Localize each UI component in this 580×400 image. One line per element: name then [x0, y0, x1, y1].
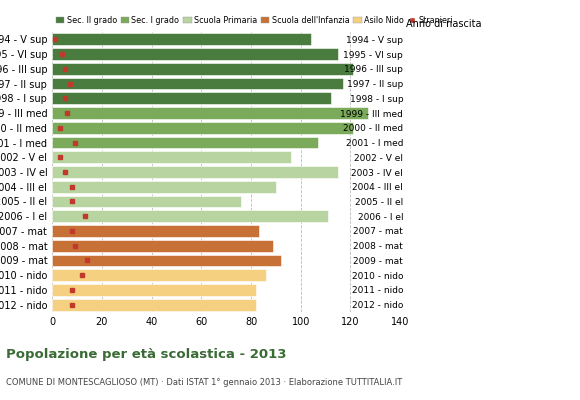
Bar — [52, 284, 256, 296]
Bar — [52, 151, 291, 163]
Text: Anno di nascita: Anno di nascita — [406, 19, 481, 29]
Bar — [52, 240, 273, 252]
Bar — [52, 78, 343, 90]
Bar — [52, 107, 368, 119]
Bar — [52, 137, 318, 148]
Bar — [52, 269, 266, 281]
Bar — [52, 196, 241, 207]
Bar — [52, 122, 353, 134]
Bar — [52, 34, 311, 45]
Bar — [52, 166, 338, 178]
Bar — [52, 63, 353, 75]
Text: Popolazione per età scolastica - 2013: Popolazione per età scolastica - 2013 — [6, 348, 287, 361]
Bar — [52, 299, 256, 310]
Bar — [52, 48, 338, 60]
Bar — [52, 181, 276, 193]
Bar — [52, 210, 328, 222]
Bar — [52, 225, 259, 237]
Legend: Sec. II grado, Sec. I grado, Scuola Primaria, Scuola dell'Infanzia, Asilo Nido, : Sec. II grado, Sec. I grado, Scuola Prim… — [56, 16, 453, 25]
Bar — [52, 92, 331, 104]
Bar — [52, 254, 281, 266]
Text: COMUNE DI MONTESCAGLIOSO (MT) · Dati ISTAT 1° gennaio 2013 · Elaborazione TUTTIT: COMUNE DI MONTESCAGLIOSO (MT) · Dati IST… — [6, 378, 402, 387]
